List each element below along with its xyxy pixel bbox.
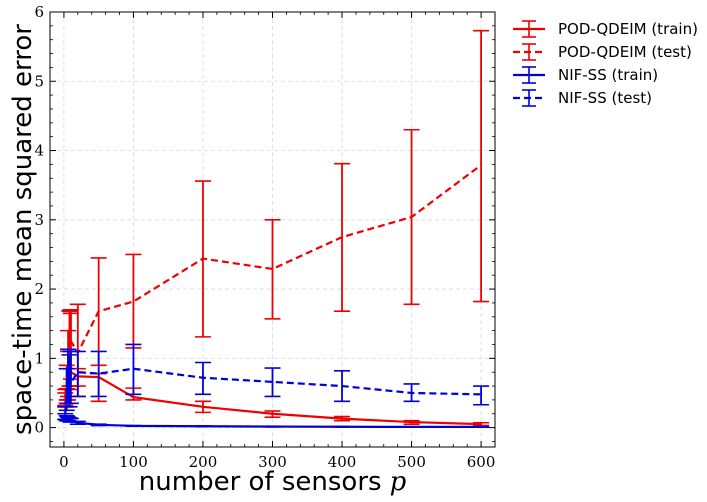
series-3 <box>57 343 490 421</box>
y-tick-label: 6 <box>34 3 44 21</box>
x-axis-label-text: number of sensors <box>139 467 382 497</box>
series-1 <box>57 29 490 408</box>
x-tick-label: 100 <box>119 453 148 471</box>
y-tick-label: 0 <box>34 419 44 437</box>
y-tick-label: 5 <box>34 72 44 90</box>
series-group <box>57 29 490 429</box>
legend-label: POD-QDEIM (train) <box>558 20 698 38</box>
x-axis-label-variable: p <box>390 467 407 497</box>
x-tick-label: 400 <box>328 453 357 471</box>
y-tick-label: 3 <box>34 211 44 229</box>
legend: POD-QDEIM (train) POD-QDEIM (test) NIF-SS … <box>513 20 698 107</box>
legend-label: POD-QDEIM (test) <box>558 43 692 61</box>
y-axis-label: space-time mean squared error <box>8 24 38 435</box>
ticks: 0 100 200 300 400 500 600 0 1 2 3 4 5 6 <box>34 3 495 471</box>
legend-item: NIF-SS (test) <box>513 89 652 107</box>
legend-item: POD-QDEIM (train) <box>513 20 698 38</box>
legend-label: NIF-SS (test) <box>558 89 652 107</box>
y-tick-label: 4 <box>34 142 44 160</box>
x-axis-label: number of sensors p <box>139 467 407 497</box>
x-tick-label: 0 <box>59 453 69 471</box>
x-tick-label: 300 <box>258 453 287 471</box>
x-tick-label: 500 <box>397 453 426 471</box>
legend-item: NIF-SS (train) <box>513 66 658 84</box>
legend-label: NIF-SS (train) <box>558 66 658 84</box>
y-tick-label: 2 <box>34 280 44 298</box>
y-tick-label: 1 <box>34 349 44 367</box>
x-tick-label: 600 <box>467 453 496 471</box>
x-tick-label: 200 <box>189 453 218 471</box>
legend-item: POD-QDEIM (test) <box>513 43 692 61</box>
